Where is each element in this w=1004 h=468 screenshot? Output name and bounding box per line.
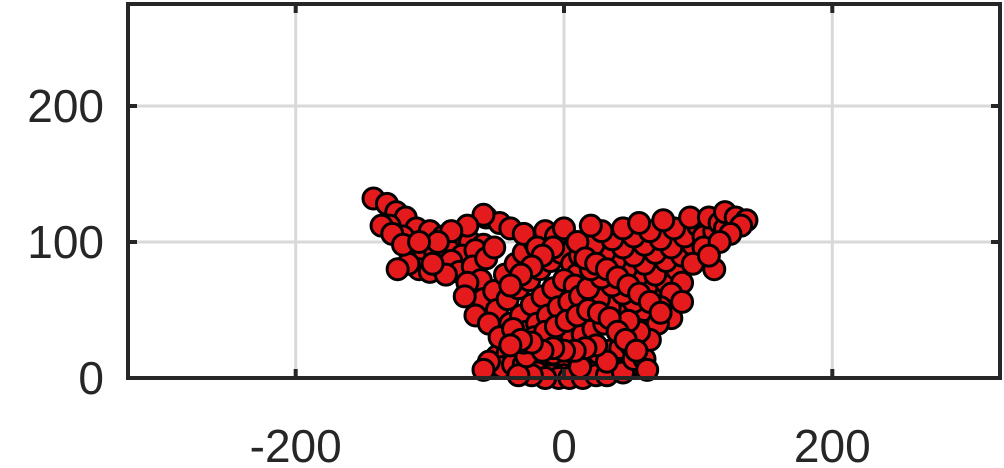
data-point: [670, 289, 695, 314]
y-tick-label: 200: [27, 80, 104, 132]
data-point: [594, 349, 619, 374]
data-point: [385, 257, 410, 282]
data-point: [635, 357, 660, 382]
y-tick-labels: 0 100 200: [27, 80, 104, 404]
x-tick-label: 0: [551, 420, 577, 468]
data-point: [624, 338, 649, 363]
data-point: [648, 300, 673, 325]
x-tick-labels: -200 0 200: [250, 420, 871, 468]
x-tick-label: -200: [250, 420, 342, 468]
data-point: [420, 251, 445, 276]
data-point: [452, 284, 477, 309]
data-point: [482, 235, 507, 260]
y-tick-label: 0: [78, 352, 104, 404]
data-point: [696, 243, 721, 268]
data-point: [471, 202, 496, 227]
data-point: [471, 357, 496, 382]
data-points: [361, 186, 759, 390]
data-point: [627, 210, 652, 235]
data-point: [651, 208, 676, 233]
y-tick-label: 100: [27, 216, 104, 268]
data-point: [498, 273, 523, 298]
data-point: [578, 213, 603, 238]
data-point: [407, 230, 432, 254]
axis-ticks: [128, 4, 1000, 380]
x-tick-label: 200: [794, 420, 871, 468]
data-point: [498, 333, 523, 358]
